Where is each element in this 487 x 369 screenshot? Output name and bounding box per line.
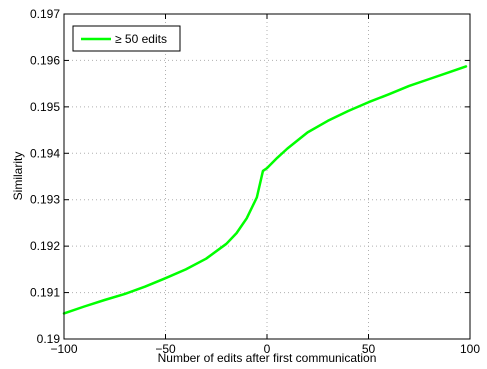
grid-lines xyxy=(64,14,470,339)
y-tick-label: 0.191 xyxy=(30,286,60,300)
y-axis-label: Similarity xyxy=(11,152,25,201)
legend-label: ≥ 50 edits xyxy=(115,32,167,46)
axis-ticks: −100 −50 0 50 100 0.19 0.191 0.192 0.193 0.194 0.1… xyxy=(30,7,480,356)
legend: ≥ 50 edits xyxy=(72,25,181,52)
x-tick-label: −100 xyxy=(50,342,77,356)
x-tick-label: 0 xyxy=(264,342,271,356)
y-tick-label: 0.194 xyxy=(30,146,60,160)
x-tick-label: −50 xyxy=(155,342,176,356)
y-tick-label: 0.19 xyxy=(37,332,61,346)
y-tick-label: 0.196 xyxy=(30,53,60,67)
series-layer xyxy=(62,65,468,315)
y-tick-label: 0.195 xyxy=(30,100,60,114)
x-tick-label: 100 xyxy=(460,342,480,356)
y-tick-label: 0.193 xyxy=(30,193,60,207)
x-axis-label: Number of edits after first communicatio… xyxy=(158,351,377,365)
series-line-0 xyxy=(62,65,468,315)
y-tick-label: 0.197 xyxy=(30,7,60,21)
y-tick-label: 0.192 xyxy=(30,239,60,253)
x-tick-label: 50 xyxy=(362,342,376,356)
